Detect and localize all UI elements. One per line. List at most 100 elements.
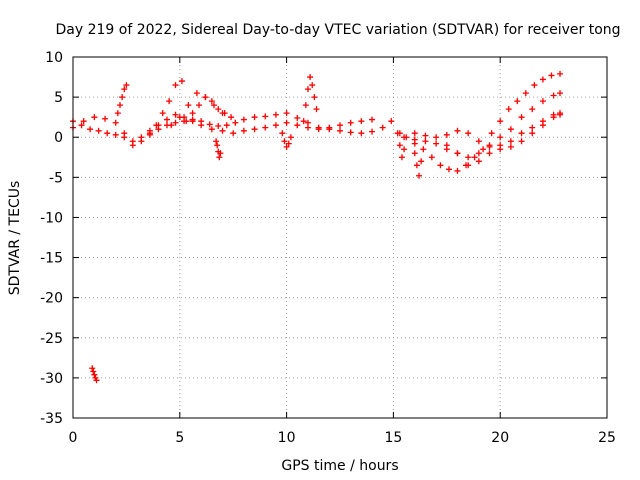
data-series [70,70,564,384]
y-tick-labels: -35 -30 -25 -20 -15 -10 -5 0 5 10 [40,50,63,427]
data-point [437,162,444,169]
series-dip-6.8h [213,138,224,161]
data-point [539,76,546,83]
data-point [337,122,343,129]
series-track-f [443,111,564,169]
data-point [313,106,320,113]
data-point [119,94,126,101]
data-point [480,146,487,153]
data-point [465,154,472,161]
data-point [272,122,279,129]
data-point [114,110,121,117]
data-point [518,130,525,137]
series-cluster-1h [89,365,100,384]
data-point [454,127,461,134]
data-point [443,142,450,149]
data-point [104,130,111,137]
data-point [394,130,401,137]
data-point [166,98,173,105]
data-point [176,114,183,121]
data-point [223,122,230,129]
data-point [514,98,521,105]
y-tick-label: -10 [40,210,63,226]
data-point [251,114,258,121]
data-point [539,122,546,129]
data-point [507,138,514,145]
data-point [465,130,472,137]
data-point [178,78,185,85]
data-point [401,134,408,141]
data-point [91,114,98,121]
data-point [497,118,504,125]
data-point [116,102,123,109]
data-point [172,82,179,89]
data-point [307,74,314,81]
data-point [90,368,97,375]
data-point [168,122,175,129]
data-point [146,130,153,137]
y-axis-label: SDTVAR / TECUs [7,181,23,296]
data-point [215,122,222,129]
data-point [475,158,482,165]
y-tick-label: 0 [54,130,63,146]
series-rise-1 [146,78,185,137]
data-point [347,129,354,136]
data-point [163,116,170,123]
data-point [262,124,269,131]
data-point [475,150,482,157]
data-point [198,122,205,129]
data-point [518,138,525,145]
data-point [287,134,294,141]
data-point [539,98,546,105]
data-point [87,126,94,133]
data-point [465,162,472,169]
data-point [283,119,290,126]
y-tick-label: -35 [40,411,63,427]
data-point [488,130,495,137]
data-point [262,113,269,120]
data-point [326,124,333,131]
data-point [159,110,166,117]
data-point [272,111,279,118]
data-point [216,154,223,161]
data-point [358,130,365,137]
data-point [445,166,452,173]
data-point [413,162,420,169]
data-point [454,150,461,157]
data-point [557,90,564,97]
data-point [396,142,403,149]
x-tick-label: 10 [278,430,296,446]
data-point [309,82,316,89]
data-point [228,114,235,121]
data-point [337,127,343,134]
axis-ticks [72,56,608,419]
data-point [315,126,322,133]
data-point [123,82,130,89]
data-point [172,111,179,118]
data-point [304,86,311,93]
data-point [557,70,564,77]
data-point [418,158,425,165]
data-point [279,130,286,137]
data-point [557,111,564,118]
x-tick-label: 25 [598,430,616,446]
series-spike-2.3h [114,82,130,117]
data-point [486,143,493,150]
data-point [283,143,290,150]
data-point [433,134,440,141]
data-point [422,138,429,145]
data-point [471,154,478,161]
data-point [416,172,423,179]
data-point [486,150,493,157]
data-point [121,134,128,141]
data-point [294,114,301,121]
x-tick-label: 15 [384,430,402,446]
data-point [433,140,440,147]
series-track-a [70,110,395,149]
plot-frame [72,56,608,419]
data-point [369,116,376,123]
data-point [518,114,525,121]
data-point [221,110,228,117]
data-point [193,90,200,97]
data-point [358,118,365,125]
